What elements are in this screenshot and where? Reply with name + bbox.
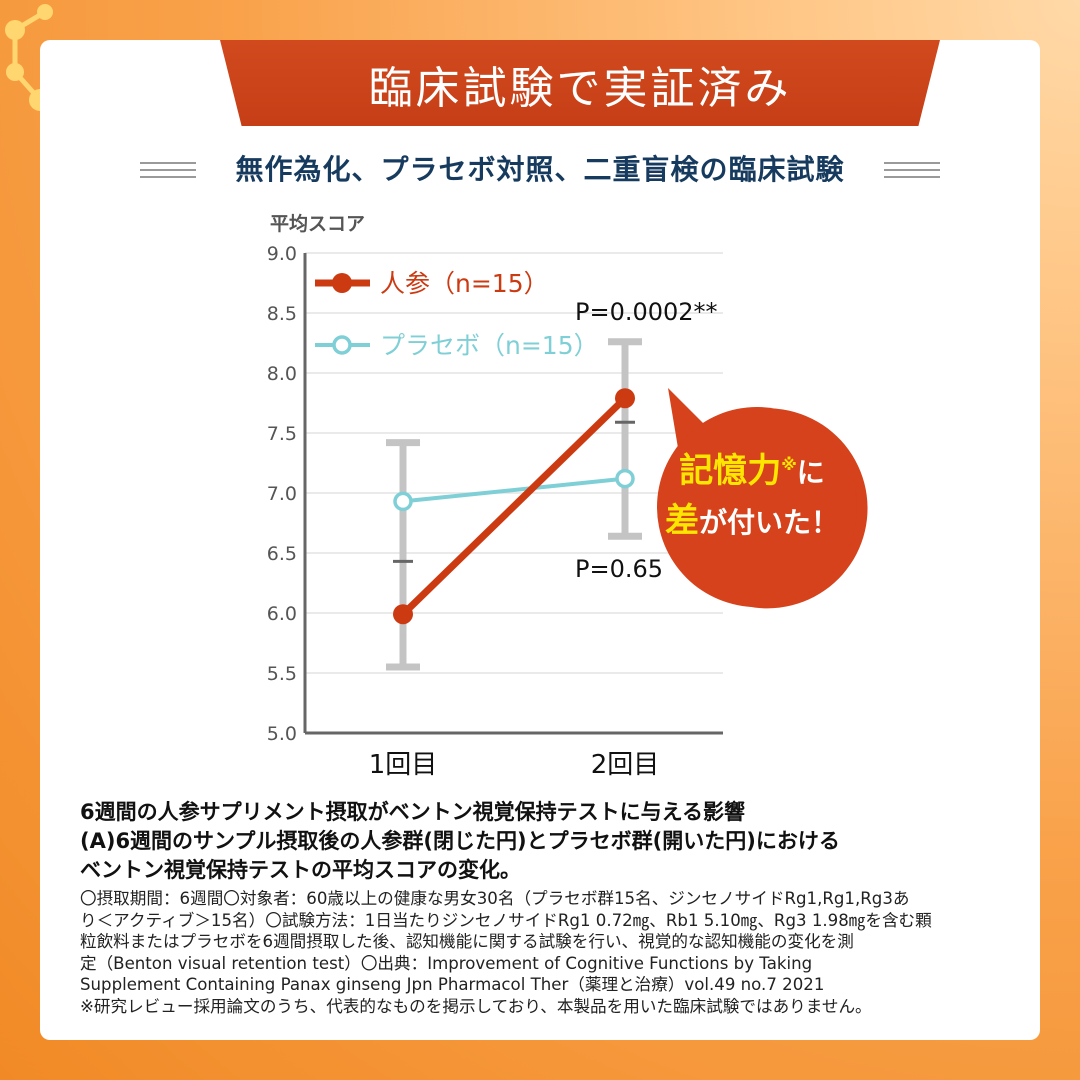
study-notes: 〇摂取期間：6週間〇対象者：60歳以上の健康な男女30名（プラセボ群15名、ジン…: [80, 888, 1010, 1017]
description-line: (A)6週間のサンプル摂取後の人参群(閉じた円)とプラセボ群(開いた円)における: [80, 829, 840, 853]
left-deco-lines: [140, 162, 196, 178]
p-value-label: P=0.0002**: [575, 298, 718, 326]
svg-text:記憶力※に: 記憶力※に: [679, 451, 825, 491]
content-card: 臨床試験で実証済み 無作為化、プラセボ対照、二重盲検の臨床試験 平均スコア 9.0…: [40, 40, 1040, 1040]
placebo-line: [402, 476, 626, 504]
note-line: り＜アクティブ＞15名）〇試験方法：1日当たりジンセノサイドRg1 0.72㎎、…: [80, 910, 932, 930]
title-banner: 臨床試験で実証済み: [220, 40, 940, 126]
p-value-label: P=0.65: [575, 555, 663, 583]
chart-description: 6週間の人参サプリメント摂取がベントン視覚保持テストに与える影響 (A)6週間の…: [80, 798, 980, 885]
legend-placebo-label: プラセボ（n=15）: [380, 331, 599, 360]
y-axis-label: 平均スコア: [270, 212, 365, 235]
callout-line1-suffix: に: [797, 456, 825, 489]
legend-ginseng-marker: [332, 273, 352, 293]
callout-circle: [657, 407, 857, 607]
callout-line2-a: 差: [665, 501, 699, 541]
svg-text:差が付いた！: 差が付いた！: [665, 501, 839, 541]
y-tick-label: 6.5: [267, 543, 297, 565]
y-tick-label: 7.0: [267, 483, 297, 505]
subtitle-row: 無作為化、プラセボ対照、二重盲検の臨床試験: [40, 148, 1040, 192]
callout-line1-mark: ※: [781, 455, 797, 474]
y-tick-label: 6.0: [267, 603, 297, 625]
note-line: 粒飲料またはプラセボを6週間摂取した後、認知機能に関する試験を行い、視覚的な認知…: [80, 932, 854, 951]
y-tick-label: 7.5: [267, 423, 297, 445]
x-tick-label: 1回目: [369, 750, 438, 780]
callout-line2-b: が付いた！: [699, 506, 839, 539]
note-line: 定（Benton visual retention test）〇出典：Impro…: [80, 953, 813, 973]
description-line: 6週間の人参サプリメント摂取がベントン視覚保持テストに与える影響: [80, 800, 745, 824]
callout-bubble: 記憶力※に 差が付いた！: [657, 388, 868, 609]
page-subtitle: 無作為化、プラセボ対照、二重盲検の臨床試験: [235, 153, 845, 186]
callout-line1-main: 記憶力: [679, 451, 781, 491]
y-tick-label: 8.5: [267, 303, 297, 325]
right-deco-lines: [884, 162, 940, 178]
note-line: ※研究レビュー採用論文のうち、代表的なものを掲示しており、本製品を用いた臨床試験…: [80, 996, 872, 1016]
x-tick-label: 2回目: [591, 750, 660, 780]
ginseng-line: [400, 395, 628, 617]
description-line: ベントン視覚保持テストの平均スコアの変化。: [80, 858, 521, 882]
score-chart: 平均スコア 9.0 8.5 8.0 7.5 7.0 6.5 6.0 5.5 5.0 1回目 2回目 人…: [267, 212, 868, 780]
note-line: 〇摂取期間：6週間〇対象者：60歳以上の健康な男女30名（プラセボ群15名、ジン…: [80, 889, 910, 908]
y-tick-label: 5.5: [267, 663, 297, 685]
y-tick-label: 8.0: [267, 363, 297, 385]
note-line: Supplement Containing Panax ginseng Jpn …: [80, 975, 825, 994]
placebo-point: [393, 491, 413, 512]
legend-placebo-marker: [332, 335, 352, 355]
banner-title: 臨床試験で実証済み: [368, 63, 792, 114]
ginseng-point: [615, 388, 635, 409]
ginseng-point: [393, 604, 413, 625]
legend-ginseng-label: 人参（n=15）: [380, 269, 549, 298]
y-tick-label: 9.0: [267, 243, 297, 265]
y-tick-label: 5.0: [267, 723, 297, 745]
placebo-point: [615, 468, 635, 489]
